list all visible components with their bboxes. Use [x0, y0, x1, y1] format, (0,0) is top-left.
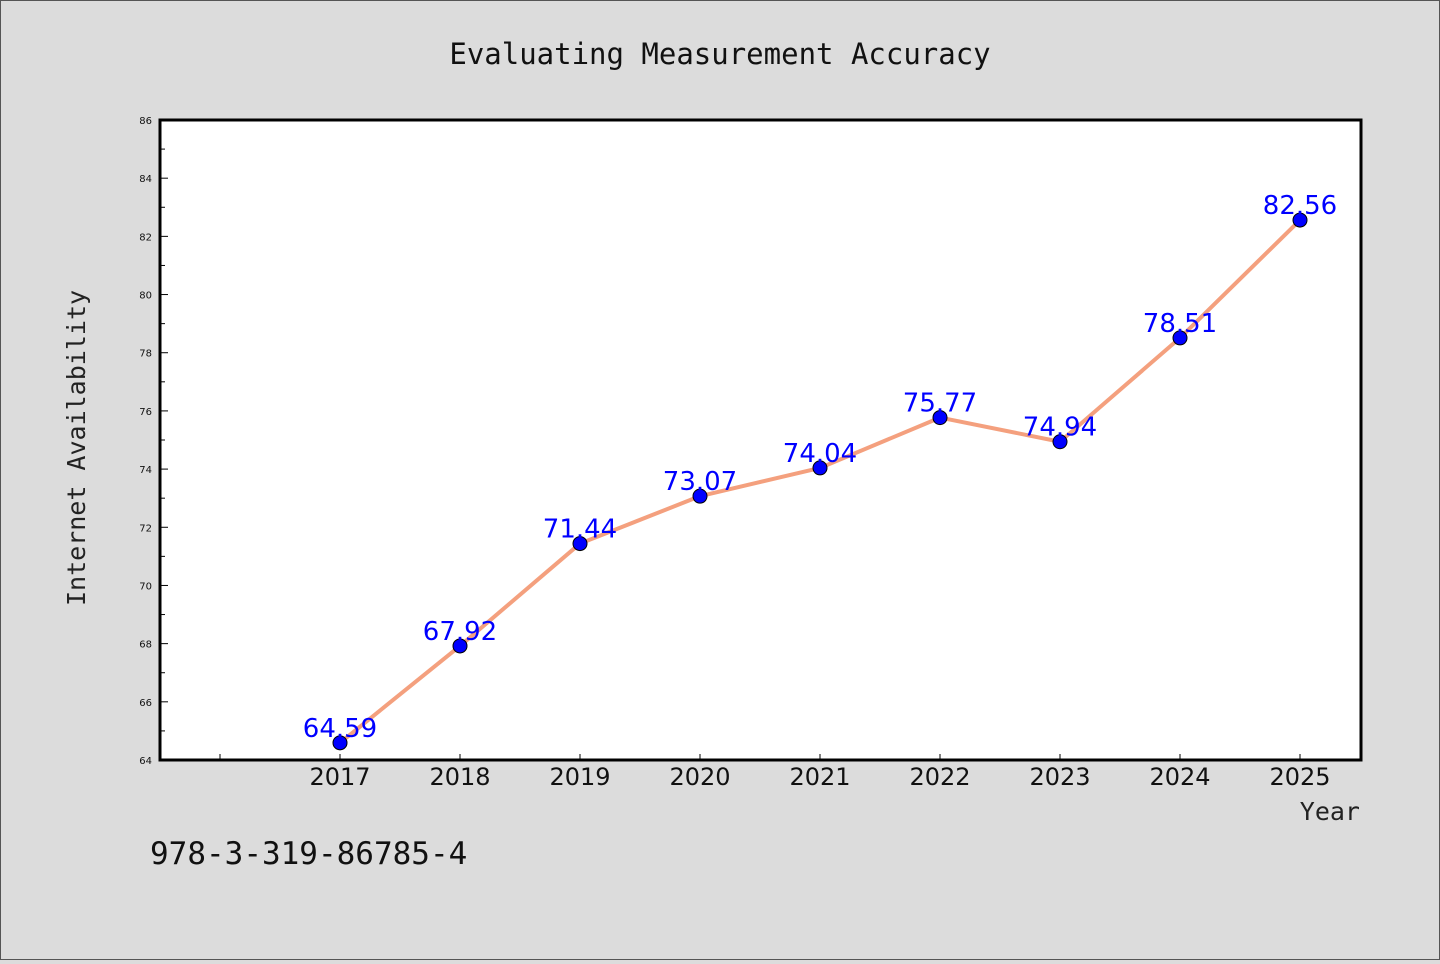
y-tick-label: 72 [139, 523, 152, 534]
y-tick-label: 64 [139, 756, 152, 767]
x-tick-label: 2022 [909, 763, 970, 791]
data-point [692, 488, 708, 504]
data-point [452, 638, 468, 654]
x-axis: 2017 2018 2019 2020 2021 2022 2023 2024 2025 [219, 754, 1331, 791]
y-axis: 64 66 68 70 72 74 76 78 80 82 84 86 [139, 116, 168, 767]
y-tick-label: 76 [139, 407, 152, 418]
y-tick-label: 84 [139, 174, 152, 185]
y-tick-label: 66 [139, 698, 152, 709]
x-tick-label: 2017 [309, 763, 370, 791]
data-label: 73.07 [663, 467, 737, 497]
y-tick-label: 86 [139, 116, 152, 127]
data-point [1292, 212, 1308, 228]
y-tick-label: 70 [139, 581, 152, 592]
data-label: 82.56 [1263, 191, 1337, 221]
chart-title: Evaluating Measurement Accuracy [449, 37, 990, 71]
footer-isbn: 978-3-319-86785-4 [150, 836, 467, 872]
x-tick-label: 2021 [789, 763, 850, 791]
x-tick-label: 2019 [549, 763, 610, 791]
y-tick-label: 74 [139, 465, 152, 476]
x-axis-label: Year [1300, 797, 1360, 826]
x-tick-label: 2018 [429, 763, 490, 791]
data-point [812, 460, 828, 476]
data-point [1172, 330, 1188, 346]
x-tick-label: 2025 [1269, 763, 1330, 791]
data-label: 67.92 [423, 617, 497, 647]
data-point [1052, 434, 1068, 450]
y-tick-label: 82 [139, 232, 152, 243]
data-label: 71.44 [543, 515, 617, 545]
data-point [332, 735, 348, 751]
data-label: 74.94 [1023, 413, 1097, 443]
y-tick-label: 78 [139, 349, 152, 360]
x-tick-label: 2024 [1149, 763, 1210, 791]
data-label: 75.77 [903, 389, 977, 419]
data-labels-group: 64.59 67.92 71.44 73.07 74.04 75.77 74.94 78.51… [303, 191, 1337, 744]
data-point [572, 536, 588, 552]
y-tick-label: 80 [139, 291, 152, 302]
plot-area [158, 118, 1363, 762]
data-label: 64.59 [303, 714, 377, 744]
x-tick-label: 2023 [1029, 763, 1090, 791]
series-markers-group [332, 212, 1308, 751]
data-label: 78.51 [1143, 309, 1217, 339]
x-tick-label: 2020 [669, 763, 730, 791]
y-tick-label: 68 [139, 640, 152, 651]
data-label: 74.04 [783, 439, 857, 469]
data-point [932, 410, 948, 426]
y-axis-label: Internet Availability [62, 290, 91, 606]
